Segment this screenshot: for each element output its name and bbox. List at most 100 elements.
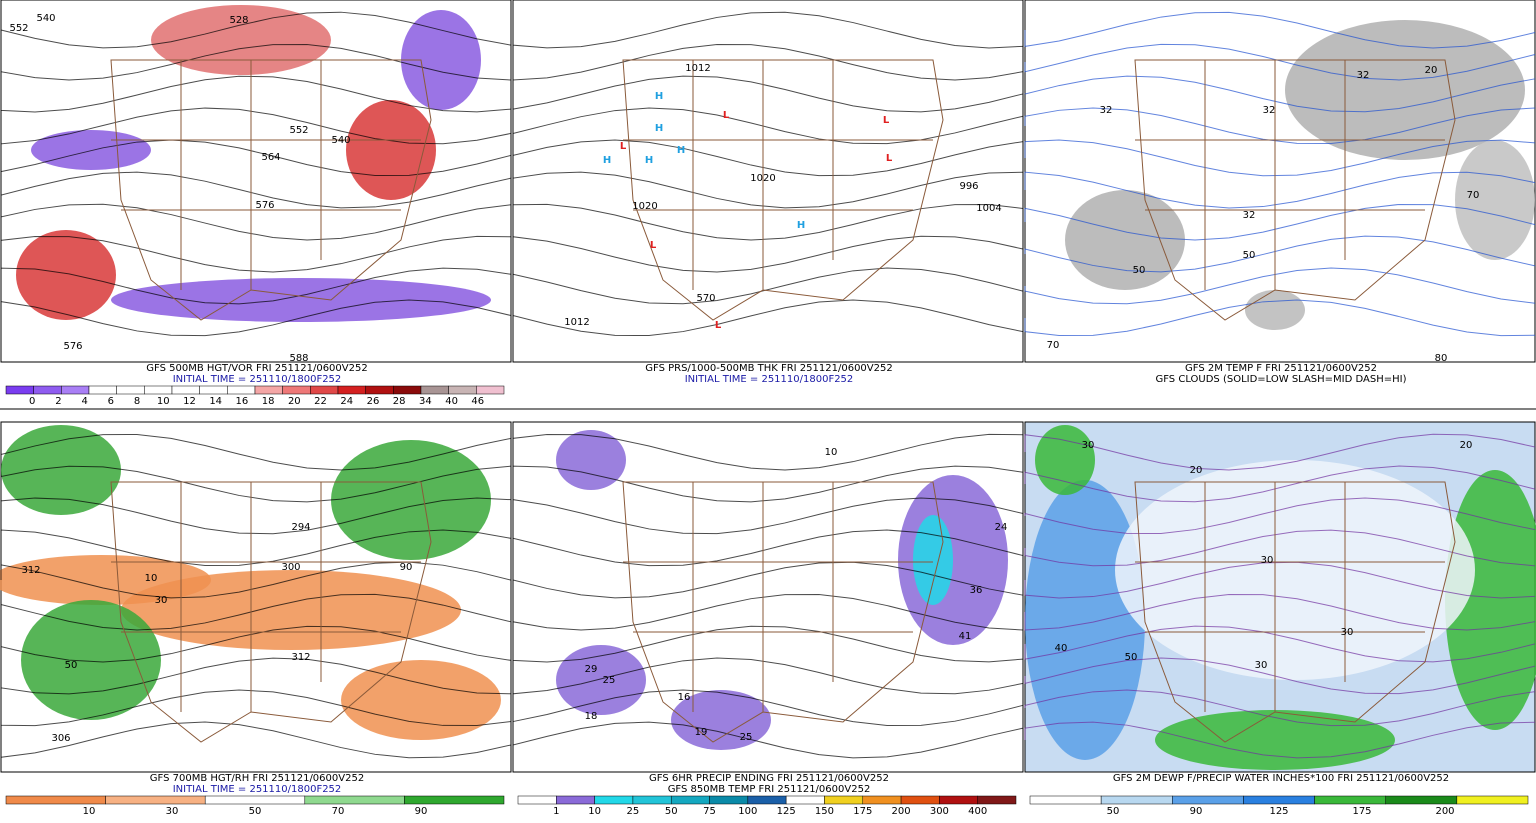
contour-line — [512, 497, 1024, 535]
colorbar-label: 75 — [703, 806, 716, 817]
shaded-region — [341, 660, 501, 740]
colorbar-cell — [1100, 795, 1173, 805]
contour-label: 30 — [1341, 627, 1354, 638]
contour-line — [0, 721, 512, 759]
contour-label: 1012 — [685, 63, 710, 74]
colorbar-label: 10 — [83, 806, 96, 817]
contour-line — [1024, 235, 1536, 273]
colorbar-label: 22 — [314, 396, 327, 407]
state-borders — [622, 59, 944, 321]
shaded-region — [31, 130, 151, 170]
contour-label: 50 — [1243, 250, 1256, 261]
contour-line — [0, 43, 512, 81]
map-layer — [0, 5, 512, 337]
contour-label: 40 — [1055, 643, 1068, 654]
contour-line — [0, 561, 512, 599]
shaded-region — [1035, 425, 1095, 495]
colorbar-label: 26 — [367, 396, 380, 407]
contour-label: 25 — [740, 732, 753, 743]
contour-label: 50 — [65, 660, 78, 671]
contour-label: 30 — [1082, 440, 1095, 451]
colorbar-label: 175 — [853, 806, 872, 817]
contour-label: 10 — [825, 447, 838, 458]
caption: GFS 6HR PRECIP ENDING FRI 251121/0600V25… — [649, 773, 889, 784]
colorbar-label: 10 — [157, 396, 170, 407]
colorbar-label: 10 — [588, 806, 601, 817]
contour-line — [512, 11, 1024, 49]
map-layer — [512, 430, 1024, 759]
contour-label: 564 — [261, 152, 280, 163]
colorbar-label: 200 — [892, 806, 911, 817]
shaded-region — [331, 440, 491, 560]
contour-label: 19 — [695, 727, 708, 738]
contour-label: 552 — [9, 23, 28, 34]
colorbar-cell — [594, 795, 634, 805]
shaded-region — [1455, 140, 1535, 260]
colorbar-cell — [476, 385, 505, 395]
colorbar-cell — [862, 795, 902, 805]
shaded-region — [1155, 710, 1395, 770]
contour-label: 570 — [696, 293, 715, 304]
colorbar-cell — [404, 795, 505, 805]
contour-line — [0, 689, 512, 727]
colorbar-label: 150 — [815, 806, 834, 817]
contour-label: 10 — [145, 573, 158, 584]
contour-label: 588 — [289, 353, 308, 364]
contour-line — [512, 593, 1024, 631]
contour-label: 70 — [1047, 340, 1060, 351]
colorbar-cell — [747, 795, 787, 805]
shaded-region — [913, 515, 953, 605]
contour-line — [512, 235, 1024, 273]
contour-label: 1004 — [976, 203, 1001, 214]
contour-line — [1024, 107, 1536, 145]
contour-label: 80 — [1435, 353, 1448, 364]
contour-label: 18 — [585, 711, 598, 722]
panel: 312 300 294 312 306 50 90 10 30 GFS 700MB HGT/RH … — [0, 421, 512, 817]
contour-label: 50 — [1125, 652, 1138, 663]
caption: GFS 2M TEMP F FRI 251121/0600V252 — [1185, 363, 1377, 374]
map-layer — [1024, 425, 1536, 770]
contour-label: 50 — [1133, 265, 1146, 276]
colorbar-label: 400 — [968, 806, 987, 817]
contour-label: 32 — [1100, 105, 1113, 116]
contour-line — [0, 75, 512, 113]
colorbar-cell — [282, 385, 311, 395]
contour-line — [1024, 433, 1536, 471]
pressure-center: H — [677, 145, 685, 156]
colorbar-cell — [5, 795, 106, 805]
contour-line — [1024, 465, 1536, 503]
contour-label: 41 — [959, 631, 972, 642]
colorbar-label: 40 — [445, 396, 458, 407]
colorbar-cell — [517, 795, 557, 805]
colorbar-cell — [171, 385, 200, 395]
contour-line — [0, 593, 512, 631]
map-layer — [512, 11, 1024, 337]
colorbar-label: 90 — [415, 806, 428, 817]
contour-label: 312 — [291, 652, 310, 663]
shaded-region — [1115, 460, 1475, 680]
colorbar-label: 90 — [1190, 806, 1203, 817]
colorbar-cell — [116, 385, 145, 395]
caption: GFS 850MB TEMP FRI 251121/0600V252 — [668, 784, 871, 795]
contour-label: 20 — [1460, 440, 1473, 451]
contour-label: 30 — [1261, 555, 1274, 566]
shaded-region — [151, 5, 331, 75]
panel: 29 25 18 16 19 25 24 36 41 10 GFS 6HR PRECIP ENDIN… — [512, 421, 1024, 817]
shaded-region — [111, 278, 491, 322]
colorbar-cell — [1385, 795, 1458, 805]
colorbar-cell — [1029, 795, 1102, 805]
shaded-region — [556, 645, 646, 715]
state-borders — [110, 481, 432, 743]
colorbar-cell — [448, 385, 477, 395]
colorbar-label: 300 — [930, 806, 949, 817]
colorbar-label: 1 — [553, 806, 559, 817]
shaded-region — [556, 430, 626, 490]
shaded-region — [1445, 470, 1536, 730]
colorbar-cell — [824, 795, 864, 805]
panel: 32 32 32 32 50 50 70 70 80 20 GFS 2M TEMP F FRI 25… — [1024, 0, 1536, 385]
colorbar-label: 2 — [55, 396, 61, 407]
colorbar-cell — [393, 385, 422, 395]
colorbar-label: 50 — [1107, 806, 1120, 817]
colorbar-cell — [1243, 795, 1315, 805]
contour-line — [0, 11, 512, 49]
